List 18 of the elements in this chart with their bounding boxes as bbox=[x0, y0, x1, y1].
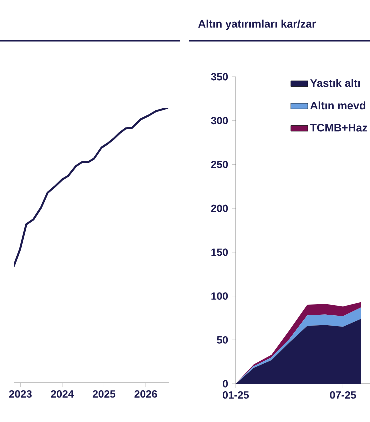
x-tick-label: 2025 bbox=[92, 390, 116, 398]
x-tick-label: 07-25 bbox=[330, 392, 356, 399]
y-tick-label: 250 bbox=[211, 161, 228, 168]
y-tick-label: 350 bbox=[211, 73, 228, 81]
x-tick-label: 2026 bbox=[134, 390, 158, 398]
y-tick-label: 0 bbox=[223, 380, 228, 388]
y-tick-label: 100 bbox=[212, 292, 228, 300]
x-tick-label: 01-25 bbox=[223, 392, 250, 399]
chart-title: Altın yatırımları kar/zar bbox=[198, 20, 316, 30]
x-tick-label: 2024 bbox=[51, 390, 74, 398]
legend-label: Altın mevd bbox=[310, 102, 366, 110]
legend-label: Yastık altı bbox=[310, 79, 360, 88]
y-tick-label: 50 bbox=[217, 336, 228, 344]
legend-label: TCMB+Haz bbox=[310, 124, 368, 132]
x-tick-label: 2023 bbox=[9, 390, 32, 398]
y-tick-label: 300 bbox=[211, 117, 228, 125]
y-tick-label: 150 bbox=[212, 248, 228, 256]
y-tick-label: 200 bbox=[211, 204, 228, 212]
